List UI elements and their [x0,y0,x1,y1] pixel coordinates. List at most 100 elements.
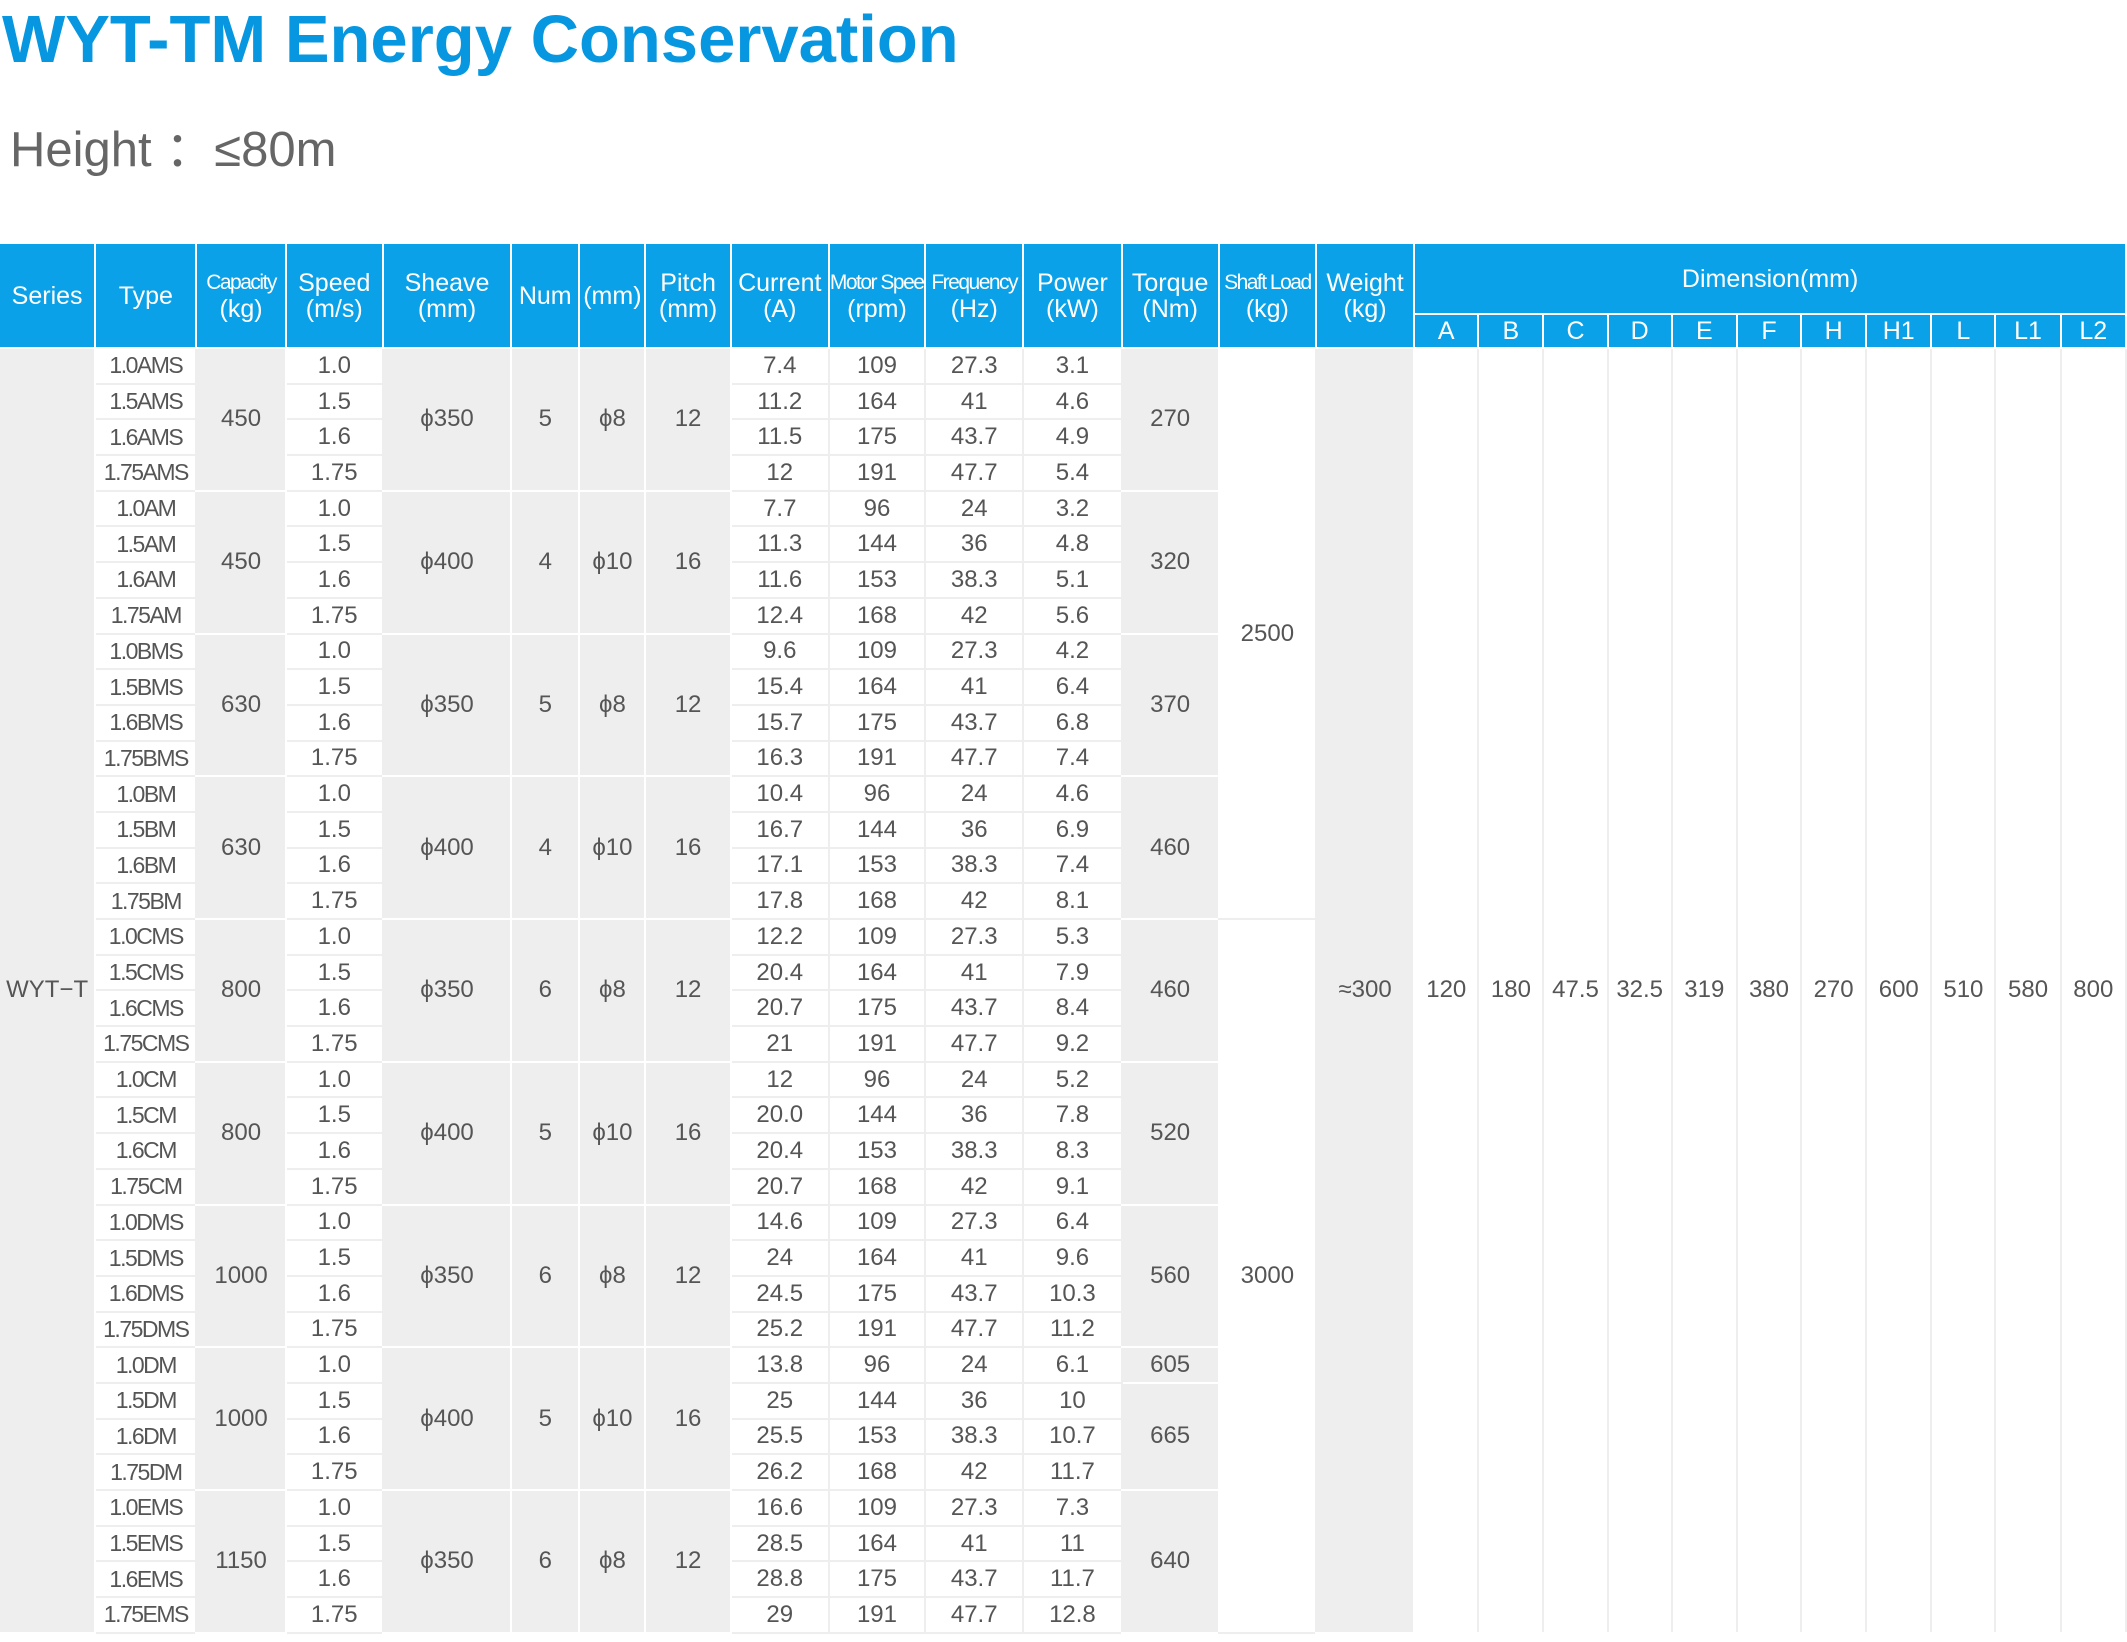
power-cell: 5.6 [1023,597,1123,635]
sheave-cell: ϕ350 [382,919,513,1063]
power-cell: 7.3 [1023,1490,1123,1527]
col-header-torque: Torque (Nm) [1121,244,1220,349]
motor-speed-cell: 96 [828,490,927,528]
current-cell: 11.5 [730,419,830,457]
current-cell: 12 [730,455,830,492]
capacity-cell: 800 [196,1061,287,1206]
rope-cell: ϕ10 [579,776,647,920]
table-row: 1.0CM 800 1.0 ϕ400 5 ϕ10 16 12 96 24 5.2 520 [0,1061,2126,1206]
rope-cell: ϕ8 [579,1490,647,1634]
frequency-cell: 47.7 [925,1597,1025,1634]
speed-cell: 1.0 [285,348,384,385]
frequency-cell: 24 [925,490,1025,528]
dim-col-header-l: L [1931,314,1997,349]
motor-speed-cell: 168 [828,1168,927,1206]
type-cell: 1.6DMS [95,1275,198,1313]
current-cell: 7.7 [730,490,830,528]
dim-col-header-e: E [1671,314,1738,349]
frequency-cell: 47.7 [925,740,1025,778]
col-header-speed: Speed (m/s) [285,244,384,349]
type-cell: 1.0AM [95,490,198,528]
col-header-weight: Weight (kg) [1315,244,1416,349]
type-cell: 1.75AM [95,597,198,635]
torque-cell: 460 [1121,919,1220,1063]
speed-cell: 1.75 [285,883,384,920]
table-row: 1.75DM 1.75 26.2 168 42 11.7 [0,1454,2126,1491]
speed-cell: 1.6 [285,990,384,1028]
col-header-torque-unit: (Nm) [1142,294,1198,323]
type-cell: 1.0CM [95,1061,198,1099]
motor-speed-cell: 153 [828,1133,927,1170]
pitch-cell: 12 [645,1490,732,1634]
motor-speed-cell: 144 [828,1097,927,1135]
sheave-cell: ϕ350 [382,633,513,778]
motor-speed-cell: 175 [828,704,927,742]
motor-speed-cell: 96 [828,776,927,813]
num-cell: 6 [511,1204,581,1349]
dimension-cell-h: 270 [1801,348,1868,1634]
motor-speed-cell: 109 [828,919,927,956]
type-cell: 1.6DM [95,1418,198,1456]
torque-cell: 640 [1121,1490,1220,1634]
current-cell: 16.3 [730,740,830,778]
table-row: 1.0EMS 1150 1.0 ϕ350 6 ϕ8 12 16.6 109 27.3 7.3 640 [0,1490,2126,1634]
capacity-cell: 1150 [196,1490,287,1634]
motor-speed-cell: 153 [828,562,927,599]
rope-cell: ϕ10 [579,1061,647,1206]
current-cell: 16.7 [730,811,830,849]
speed-cell: 1.6 [285,847,384,885]
speed-cell: 1.6 [285,1561,384,1599]
speed-cell: 1.5 [285,1240,384,1277]
col-header-speed-label: Speed [298,268,371,297]
type-cell: 1.5DMS [95,1240,198,1277]
table-row: 1.5DMS 1.5 24 164 41 9.6 [0,1240,2126,1277]
dimension-cell-c: 47.5 [1543,348,1609,1634]
current-cell: 26.2 [730,1454,830,1491]
power-cell: 8.3 [1023,1133,1123,1170]
current-cell: 28.8 [730,1561,830,1599]
frequency-cell: 47.7 [925,1026,1025,1063]
table-row: 1.6EMS 1.6 28.8 175 43.7 11.7 [0,1561,2126,1599]
pitch-cell: 12 [645,348,732,492]
frequency-cell: 43.7 [925,419,1025,457]
speed-cell: 1.75 [285,1168,384,1206]
speed-cell: 1.5 [285,526,384,564]
current-cell: 28.5 [730,1525,830,1563]
current-cell: 10.4 [730,776,830,813]
motor-speed-cell: 96 [828,1061,927,1099]
motor-speed-cell: 191 [828,455,927,492]
current-cell: 20.7 [730,990,830,1028]
dim-col-header-a: A [1414,314,1480,349]
frequency-cell: 42 [925,597,1025,635]
table-row: 1.5EMS 1.5 28.5 164 41 11 [0,1525,2126,1563]
frequency-cell: 43.7 [925,1275,1025,1313]
motor-speed-cell: 191 [828,740,927,778]
sheave-cell: ϕ400 [382,1347,513,1491]
table-row: 1.75BM 1.75 17.8 168 42 8.1 [0,883,2126,920]
motor-speed-cell: 153 [828,847,927,885]
type-cell: 1.75CM [95,1168,198,1206]
col-header-power-unit: (kW) [1046,294,1099,323]
current-cell: 25.5 [730,1418,830,1456]
speed-cell: 1.5 [285,811,384,849]
page-title: WYT-TM Energy Conservation [2,2,959,77]
table-row: 1.75EMS 1.75 29 191 47.7 12.8 [0,1597,2126,1634]
col-header-frequency-label: Frequency [931,270,1018,294]
frequency-cell: 24 [925,776,1025,813]
col-header-pitch-unit: (mm) [658,294,718,323]
capacity-cell: 630 [196,776,287,920]
frequency-cell: 47.7 [925,455,1025,492]
motor-speed-cell: 164 [828,1525,927,1563]
col-header-series: Series [0,244,97,349]
dimension-cell-l2: 800 [2060,348,2127,1634]
table-row: 1.75CMS 1.75 21 191 47.7 9.2 [0,1026,2126,1063]
pitch-cell: 16 [645,490,732,635]
table-row: 1.0BM 630 1.0 ϕ400 4 ϕ10 16 10.4 96 24 4.6 460 [0,776,2126,920]
speed-cell: 1.0 [285,1347,384,1384]
power-cell: 4.6 [1023,776,1123,813]
series-cell: WYT−T [0,348,97,1634]
power-cell: 6.4 [1023,1204,1123,1242]
shaft-load-cell: 2500 [1218,348,1317,920]
motor-speed-cell: 191 [828,1311,927,1349]
type-cell: 1.75EMS [95,1597,198,1634]
